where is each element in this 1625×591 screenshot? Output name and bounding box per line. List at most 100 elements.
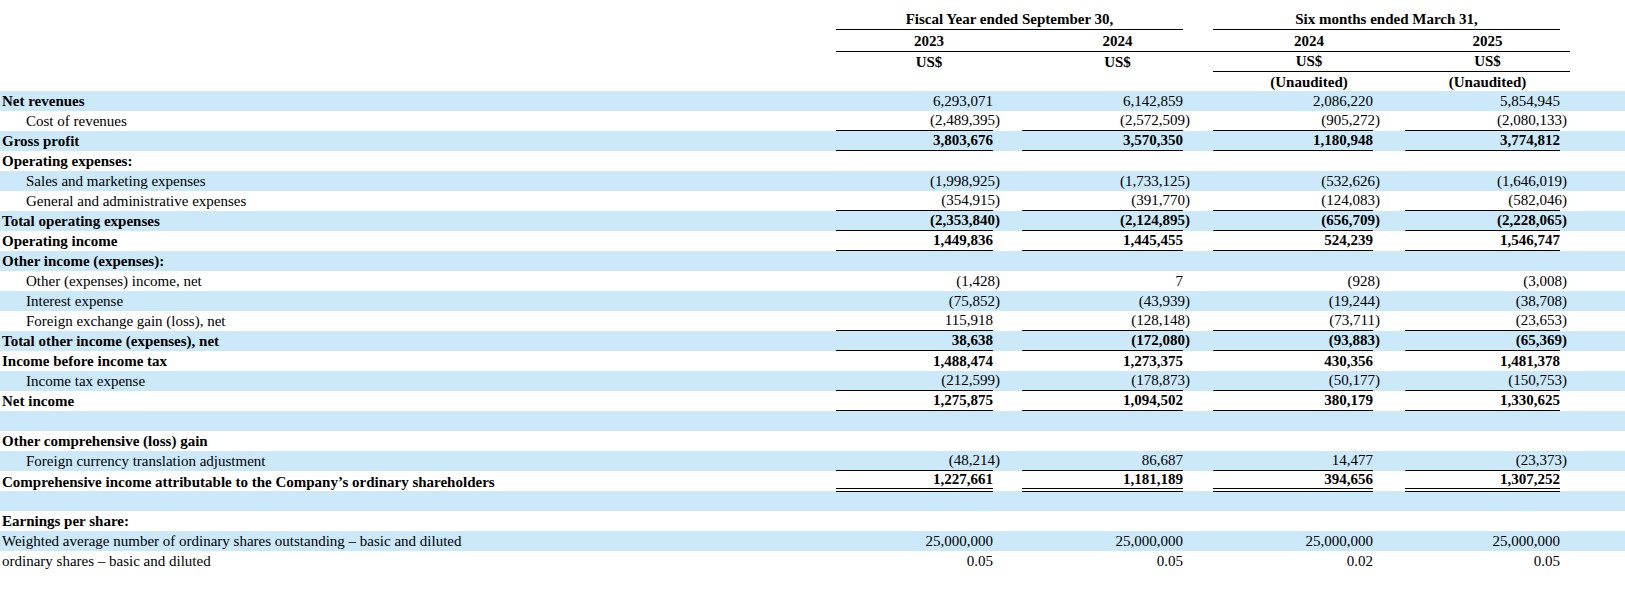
value-cell [836, 411, 993, 431]
value-cell [1213, 251, 1373, 271]
value-cell [836, 511, 993, 531]
value-cell: (212,599) [836, 371, 993, 391]
value-text: (354,915) [941, 192, 1000, 209]
value-text: (905,272) [1321, 112, 1380, 129]
value-cell: 1,481,378 [1405, 351, 1560, 371]
value-cell [1022, 151, 1183, 171]
year-header-6m2025: 2025 [1405, 33, 1570, 52]
value-text: 14,477 [1332, 452, 1373, 469]
table-header-currency: US$ US$ US$ US$ [0, 52, 1625, 72]
value-cell: (2,572,509) [1022, 111, 1183, 131]
value-text: 1,180,948 [1313, 132, 1373, 149]
value-text: (2,353,840) [930, 212, 1000, 229]
value-cell: (656,709) [1213, 211, 1373, 231]
value-text: 25,000,000 [926, 533, 994, 550]
value-text: (1,646,019) [1497, 173, 1567, 190]
value-cell [836, 151, 993, 171]
table-row: Other (expenses) income, net (1,428) 7 (… [0, 271, 1625, 291]
value-cell: (23,373) [1405, 451, 1560, 471]
row-label: Operating income [0, 231, 836, 251]
value-cell [1213, 151, 1373, 171]
table-row: Earnings per share: [0, 511, 1625, 531]
value-cell: 6,293,071 [836, 91, 993, 111]
table-row: Net revenues 6,293,071 6,142,859 2,086,2… [0, 91, 1625, 111]
value-cell: (178,873) [1022, 371, 1183, 391]
row-label: Foreign exchange gain (loss), net [0, 311, 836, 331]
table-row: Income tax expense (212,599) (178,873) (… [0, 371, 1625, 391]
table-row: Comprehensive income attributable to the… [0, 471, 1625, 491]
value-cell: (582,046) [1405, 191, 1560, 211]
value-text: 7 [1176, 273, 1184, 290]
value-text: 6,293,071 [933, 93, 993, 110]
value-text: (2,228,065) [1497, 212, 1567, 229]
value-cell [836, 491, 993, 511]
value-text: 1,227,661 [933, 471, 993, 488]
six-months-group-header: Six months ended March 31, [1213, 11, 1560, 30]
row-label: Income tax expense [0, 371, 836, 391]
table-row [0, 411, 1625, 431]
unaudited-note: (Unaudited) [1213, 74, 1405, 91]
value-text: 25,000,000 [1306, 533, 1374, 550]
value-cell: 25,000,000 [1022, 531, 1183, 551]
table-header-years: 2023 2024 2024 2025 [0, 30, 1625, 52]
value-cell: (23,653) [1405, 311, 1560, 331]
value-text: 1,094,502 [1123, 392, 1183, 409]
value-text: 1,275,875 [933, 392, 993, 409]
value-text: (150,753) [1508, 372, 1567, 389]
value-text: (23,373) [1516, 452, 1567, 469]
value-cell: 1,180,948 [1213, 131, 1373, 151]
table-row: Cost of revenues (2,489,395) (2,572,509)… [0, 111, 1625, 131]
income-statement-page: Fiscal Year ended September 30, Six mont… [0, 0, 1625, 571]
row-label: Gross profit [0, 131, 836, 151]
row-label: Weighted average number of ordinary shar… [0, 531, 836, 551]
table-row: General and administrative expenses (354… [0, 191, 1625, 211]
value-text: 1,307,252 [1500, 471, 1560, 488]
table-header-notes: (Unaudited) (Unaudited) [0, 72, 1625, 91]
value-cell: (1,428) [836, 271, 993, 291]
value-text: (178,873) [1131, 372, 1190, 389]
value-cell: 0.05 [836, 551, 993, 571]
value-text: (656,709) [1321, 212, 1380, 229]
value-cell [1022, 431, 1183, 451]
table-row: Operating income 1,449,836 1,445,455 524… [0, 231, 1625, 251]
fiscal-year-group-header: Fiscal Year ended September 30, [836, 11, 1183, 30]
table-header-groups: Fiscal Year ended September 30, Six mont… [0, 0, 1625, 30]
value-text: (928) [1348, 273, 1381, 290]
value-cell [1405, 151, 1560, 171]
value-cell: 0.02 [1213, 551, 1373, 571]
value-text: (1,733,125) [1120, 173, 1190, 190]
value-cell [1022, 251, 1183, 271]
value-cell: (38,708) [1405, 291, 1560, 311]
table-body: Net revenues 6,293,071 6,142,859 2,086,2… [0, 91, 1625, 571]
value-text: (532,626) [1321, 173, 1380, 190]
value-cell: 2,086,220 [1213, 91, 1373, 111]
value-text: (93,883) [1329, 332, 1380, 349]
value-cell: (1,733,125) [1022, 171, 1183, 191]
value-cell: 430,356 [1213, 351, 1373, 371]
value-cell: (928) [1213, 271, 1373, 291]
value-cell: 25,000,000 [1405, 531, 1560, 551]
value-cell: (19,244) [1213, 291, 1373, 311]
value-text: (19,244) [1329, 293, 1380, 310]
value-text: 394,656 [1324, 471, 1373, 488]
value-cell [1213, 511, 1373, 531]
value-text: 1,546,747 [1500, 232, 1560, 249]
row-label: Interest expense [0, 291, 836, 311]
value-cell: (172,080) [1022, 331, 1183, 351]
value-cell: 1,094,502 [1022, 391, 1183, 411]
value-cell [1022, 411, 1183, 431]
value-text: 0.05 [967, 553, 993, 570]
value-cell: (93,883) [1213, 331, 1373, 351]
value-text: 38,638 [952, 332, 993, 349]
value-text: 86,687 [1142, 452, 1183, 469]
value-cell: (65,369) [1405, 331, 1560, 351]
value-text: (172,080) [1131, 332, 1190, 349]
value-cell: 394,656 [1213, 471, 1373, 492]
value-text: (65,369) [1516, 332, 1567, 349]
row-label: Comprehensive income attributable to the… [0, 472, 836, 492]
value-cell: 3,570,350 [1022, 131, 1183, 151]
value-cell: 0.05 [1022, 551, 1183, 571]
value-text: 3,803,676 [933, 132, 993, 149]
row-label: Sales and marketing expenses [0, 171, 836, 191]
row-label: ordinary shares – basic and diluted [0, 551, 836, 571]
